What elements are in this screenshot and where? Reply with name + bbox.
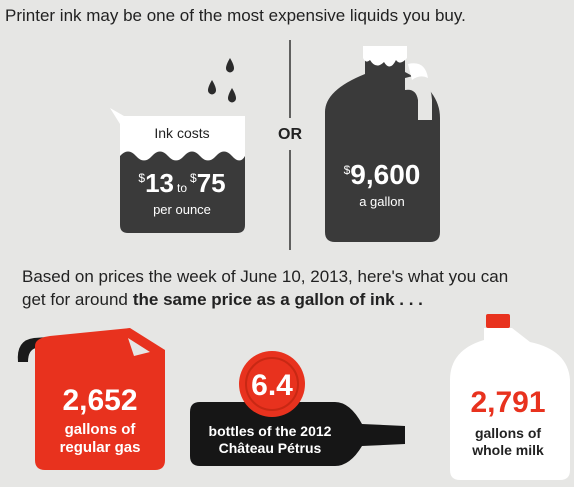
intro-emphasis: the same price as a gallon of ink . . . xyxy=(133,290,423,309)
wax-seal xyxy=(239,351,305,417)
ink-unit: per ounce xyxy=(153,202,211,217)
jug xyxy=(325,48,440,242)
wine-bottle xyxy=(190,402,405,466)
wax-seal-ring xyxy=(245,357,299,411)
item-label: bottles of the 2012 xyxy=(209,423,332,439)
milk-jug xyxy=(450,328,570,480)
gallon-price: $9,600 xyxy=(344,159,421,190)
gas-can xyxy=(35,328,165,470)
item-label: Château Pétrus xyxy=(219,440,322,456)
item-label: whole milk xyxy=(471,442,544,458)
item-amount: 6.4 xyxy=(251,369,293,402)
currency: $ xyxy=(138,171,145,185)
or-label: OR xyxy=(278,126,302,143)
item-label: gallons of xyxy=(475,425,541,441)
price: 9,600 xyxy=(350,159,420,190)
title: Printer ink may be one of the most expen… xyxy=(5,6,466,25)
item-amount: 2,791 xyxy=(470,386,545,419)
item-label: regular gas xyxy=(60,439,141,456)
beaker-top xyxy=(110,108,245,160)
gallon-unit: a gallon xyxy=(359,194,405,209)
price-high: 75 xyxy=(197,168,226,198)
currency: $ xyxy=(344,163,351,177)
ink-label: Ink costs xyxy=(154,125,209,141)
milk-cap xyxy=(486,314,510,328)
ink-price-range: $13 to$75 xyxy=(138,168,225,198)
gas-can-handle xyxy=(128,338,150,356)
intro-line: Based on prices the week of June 10, 201… xyxy=(22,267,508,286)
item-amount: 2,652 xyxy=(62,384,137,417)
intro-line: get for around the same price as a gallon… xyxy=(22,290,423,309)
jug-handle xyxy=(405,76,432,120)
intro-text: get for around xyxy=(22,290,128,309)
jug-drips xyxy=(363,46,428,80)
currency: $ xyxy=(190,171,197,185)
item-label: gallons of xyxy=(65,421,137,438)
beaker-ink xyxy=(120,151,245,233)
ink-drops xyxy=(208,58,236,103)
connector: to xyxy=(177,181,187,195)
price-low: 13 xyxy=(145,168,174,198)
